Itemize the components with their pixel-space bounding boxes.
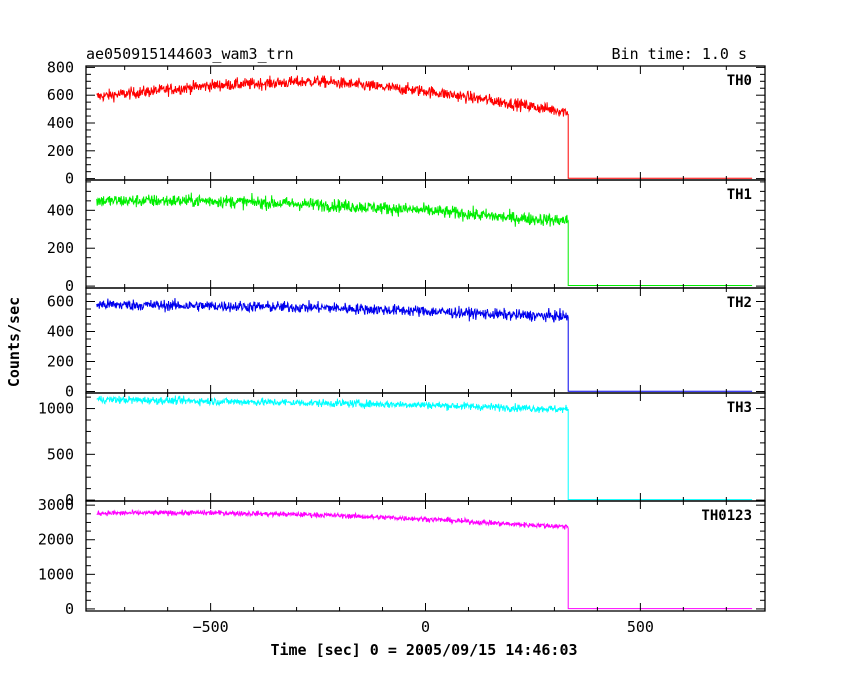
chart-title: ae050915144603_wam3_trn: [86, 45, 294, 63]
bin-time-label: Bin time: 1.0 s: [612, 45, 747, 63]
y-tick-label: 200: [47, 239, 74, 257]
y-tick-label: 600: [47, 86, 74, 104]
y-tick-label: 400: [47, 114, 74, 132]
series-line-th1: [96, 192, 753, 286]
y-tick-label: 2000: [38, 531, 74, 549]
y-tick-label: 0: [65, 383, 74, 401]
y-tick-label: 0: [65, 277, 74, 295]
panel-frame: [85, 287, 766, 394]
panel-frame: [85, 65, 766, 181]
y-tick-label: 400: [47, 201, 74, 219]
panel-th0: 0 200 400 600 800 TH0: [47, 58, 766, 188]
series-line-th3: [96, 395, 753, 501]
y-tick-label: 1000: [38, 400, 74, 418]
y-tick-label: 0: [65, 600, 74, 618]
panel-label-th2: TH2: [727, 295, 752, 311]
panel-label-th1: TH1: [727, 187, 752, 203]
panel-th3: 0 500 1000 TH3: [38, 392, 766, 509]
panel-label-th0123: TH0123: [701, 508, 752, 524]
y-tick-label: 3000: [38, 496, 74, 514]
y-tick-label: 400: [47, 323, 74, 341]
y-tick-label: 200: [47, 353, 74, 371]
series-line-th0123: [96, 509, 753, 610]
y-tick-label: 0: [65, 491, 74, 509]
y-tick-label: 800: [47, 58, 74, 76]
x-axis-label: Time [sec] 0 = 2005/09/15 14:46:03: [270, 641, 577, 659]
y-tick-label: 0: [65, 170, 74, 188]
panel-label-th0: TH0: [727, 73, 752, 89]
y-tick-label: 1000: [38, 565, 74, 583]
panel-label-th3: TH3: [727, 400, 752, 416]
y-tick-label: 200: [47, 142, 74, 160]
panel-frame: [85, 179, 766, 289]
panel-th0123: 0 1000 2000 3000 TH0123: [38, 496, 766, 618]
y-tick-label: 500: [47, 445, 74, 463]
x-tick-label: 500: [627, 618, 654, 636]
series-line-th0: [96, 75, 753, 179]
panel-th1: 0 200 400 TH1: [47, 179, 766, 295]
x-tick-label: 0: [421, 618, 430, 636]
series-line-th2: [96, 298, 753, 392]
y-tick-label: 600: [47, 293, 74, 311]
panel-frame: [85, 392, 766, 502]
y-axis-label: Counts/sec: [5, 297, 23, 387]
panel-th2: 0 200 400 600 TH2: [47, 287, 766, 401]
x-tick-label: −500: [193, 618, 229, 636]
